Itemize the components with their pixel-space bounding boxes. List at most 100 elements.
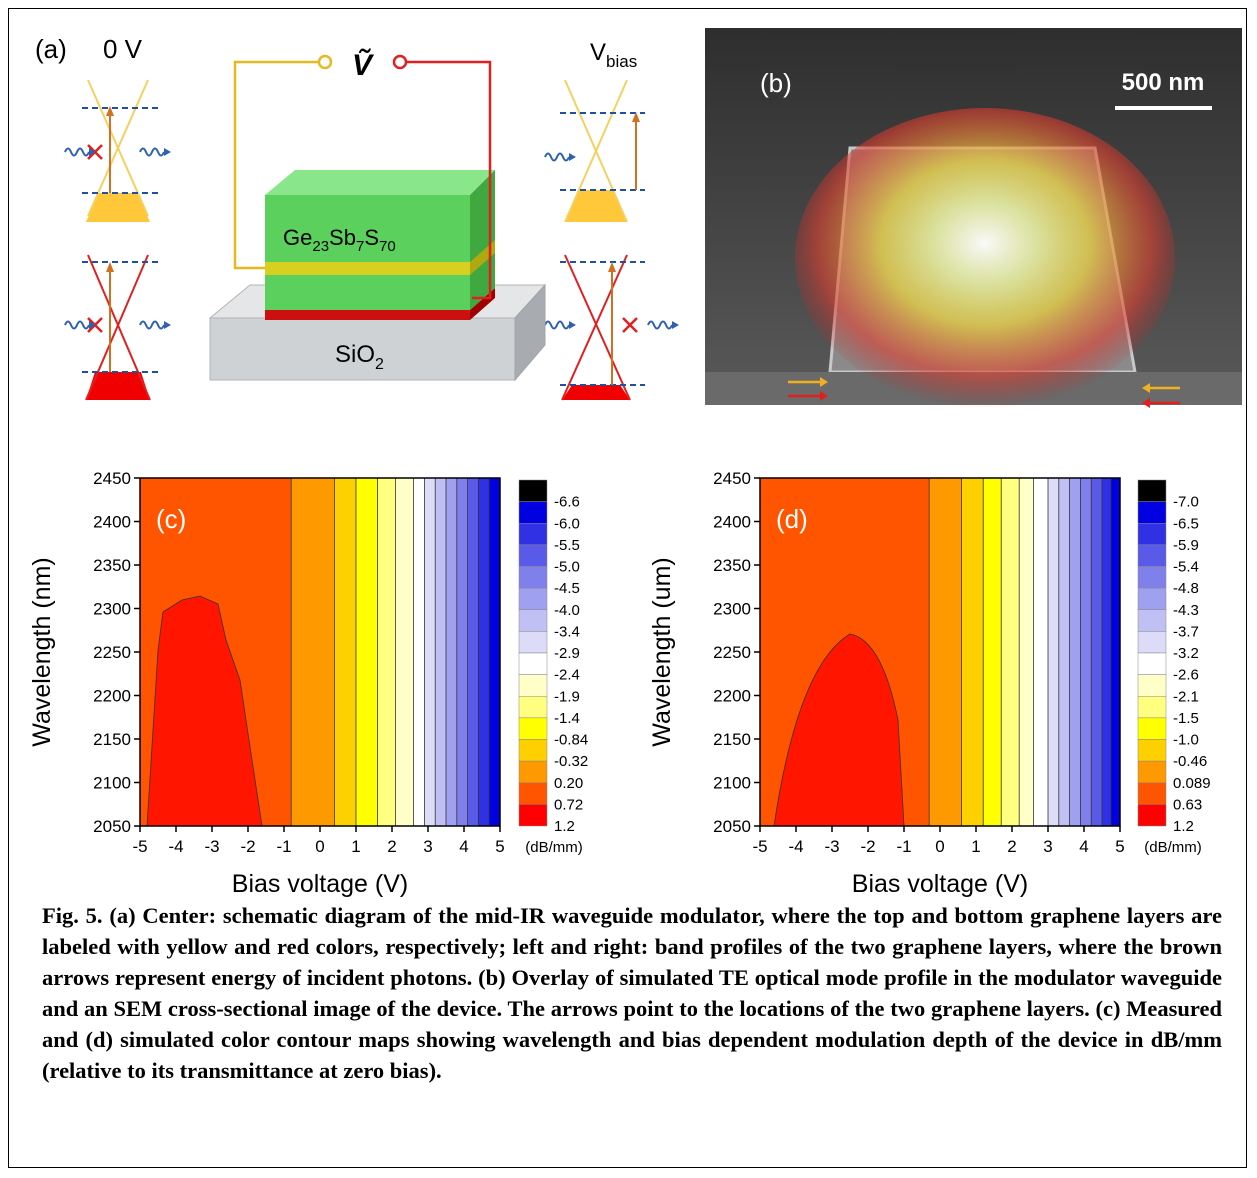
panel-label: (d): [776, 504, 808, 534]
colorbar-swatch: [518, 479, 548, 502]
x-axis-label: Bias voltage (V): [852, 870, 1028, 898]
colorbar-swatch: [518, 739, 548, 762]
bias-subscript: bias: [606, 52, 637, 71]
panel-label: (c): [156, 504, 186, 534]
colorbar-label: -1.9: [554, 688, 580, 705]
colorbar-label: -4.0: [554, 602, 580, 619]
x-tick-label: -5: [752, 837, 767, 856]
figure: (a) 0 V: [28, 28, 1242, 898]
y-tick-label: 2450: [713, 469, 751, 488]
colorbar-swatch: [518, 760, 548, 783]
colorbar-unit: (dB/mm): [525, 839, 583, 856]
colorbar-swatch: [518, 804, 548, 827]
contour-band: [983, 478, 1002, 826]
y-tick-label: 2100: [93, 774, 131, 793]
colorbar-swatch: [518, 631, 548, 654]
colorbar-label: -7.0: [1173, 494, 1199, 511]
contour-band: [1019, 478, 1034, 826]
contour-band: [395, 478, 414, 826]
contour-region: [773, 633, 905, 827]
x-tick-label: 2: [1007, 837, 1016, 856]
colorbar-label: 0.089: [1173, 775, 1211, 792]
colorbar-swatch: [1137, 566, 1167, 589]
colorbar-swatch: [1137, 523, 1167, 546]
contour-band: [929, 478, 962, 826]
colorbar-swatch: [518, 523, 548, 546]
colorbar-swatch: [1137, 674, 1167, 697]
x-tick-label: 3: [423, 837, 432, 856]
colorbar-swatch: [1137, 717, 1167, 740]
y-tick-label: 2300: [93, 600, 131, 619]
y-tick-label: 2150: [93, 730, 131, 749]
y-tick-label: 2100: [713, 774, 751, 793]
colorbar-label: -2.9: [554, 645, 580, 662]
x-tick-label: 0: [935, 837, 944, 856]
contour-band: [413, 478, 425, 826]
y-axis-label: Wavelength (nm): [28, 557, 56, 746]
colorbar-label: 0.63: [1173, 796, 1202, 813]
colorbar-swatch: [518, 674, 548, 697]
bias-label: 0 V: [103, 34, 143, 64]
substrate-label: SiO2: [335, 341, 384, 373]
contour-band: [467, 478, 479, 826]
y-tick-label: 2400: [93, 513, 131, 532]
x-tick-label: -1: [896, 837, 911, 856]
contour-band: [1102, 478, 1111, 826]
y-tick-label: 2300: [713, 600, 751, 619]
contour-band: [1111, 478, 1120, 826]
element: Sb: [329, 225, 356, 250]
x-tick-label: 2: [387, 837, 396, 856]
y-tick-label: 2400: [713, 513, 751, 532]
panel-a: (a) 0 V: [35, 34, 679, 401]
colorbar-swatch: [1137, 609, 1167, 632]
colorbar-label: -4.5: [554, 580, 580, 597]
colorbar-label: -6.5: [1173, 515, 1199, 532]
y-tick-label: 2250: [93, 643, 131, 662]
panel-label: (a): [35, 34, 67, 64]
subscript: 2: [375, 356, 384, 373]
colorbar-label: -0.84: [554, 732, 588, 749]
y-tick-label: 2350: [93, 556, 131, 575]
colorbar-swatch: [1137, 804, 1167, 827]
contour-band: [424, 478, 436, 826]
colorbar-swatch: [1137, 544, 1167, 567]
colorbar-swatch: [1137, 479, 1167, 502]
subscript: 23: [312, 238, 329, 255]
contour-region: [146, 595, 263, 827]
contour-band: [334, 478, 356, 826]
colorbar-swatch: [1137, 739, 1167, 762]
compound: SiO: [335, 341, 375, 368]
colorbar-label: -3.2: [1173, 645, 1199, 662]
subscript: 7: [356, 238, 364, 255]
y-tick-label: 2200: [93, 687, 131, 706]
colorbar-swatch: [518, 782, 548, 805]
x-tick-label: -2: [240, 837, 255, 856]
x-tick-label: -3: [824, 837, 839, 856]
y-tick-label: 2450: [93, 469, 131, 488]
contour-band: [456, 478, 468, 826]
x-tick-label: 5: [1115, 837, 1124, 856]
source-symbol: Ṽ: [352, 48, 375, 82]
x-tick-label: -3: [204, 837, 219, 856]
scale-bar-label: 500 nm: [1122, 69, 1205, 96]
device-schematic: [208, 54, 547, 382]
colorbar-label: -1.0: [1173, 732, 1199, 749]
contour-band: [961, 478, 984, 826]
y-tick-label: 2250: [713, 643, 751, 662]
colorbar-unit: (dB/mm): [1144, 839, 1202, 856]
colorbar-swatch: [518, 566, 548, 589]
x-tick-label: -5: [132, 837, 147, 856]
band-profiles: [64, 79, 679, 401]
colorbar-swatch: [1137, 587, 1167, 610]
bias-symbol: V: [590, 39, 606, 66]
material-label: Ge23Sb7S70: [283, 225, 396, 255]
x-tick-label: -1: [276, 837, 291, 856]
x-tick-label: 3: [1043, 837, 1052, 856]
x-tick-label: 0: [315, 837, 324, 856]
colorbar-label: 1.2: [1173, 818, 1194, 835]
figure-caption: Fig. 5. (a) Center: schematic diagram of…: [42, 903, 1222, 1083]
contour-band: [435, 478, 446, 826]
contour-chart: -5 -4 -3 -2 -1 0 1 2 3 4 5 2050 2100 2150 2200 2250 2300…: [28, 469, 588, 898]
contour-band: [1091, 478, 1102, 826]
